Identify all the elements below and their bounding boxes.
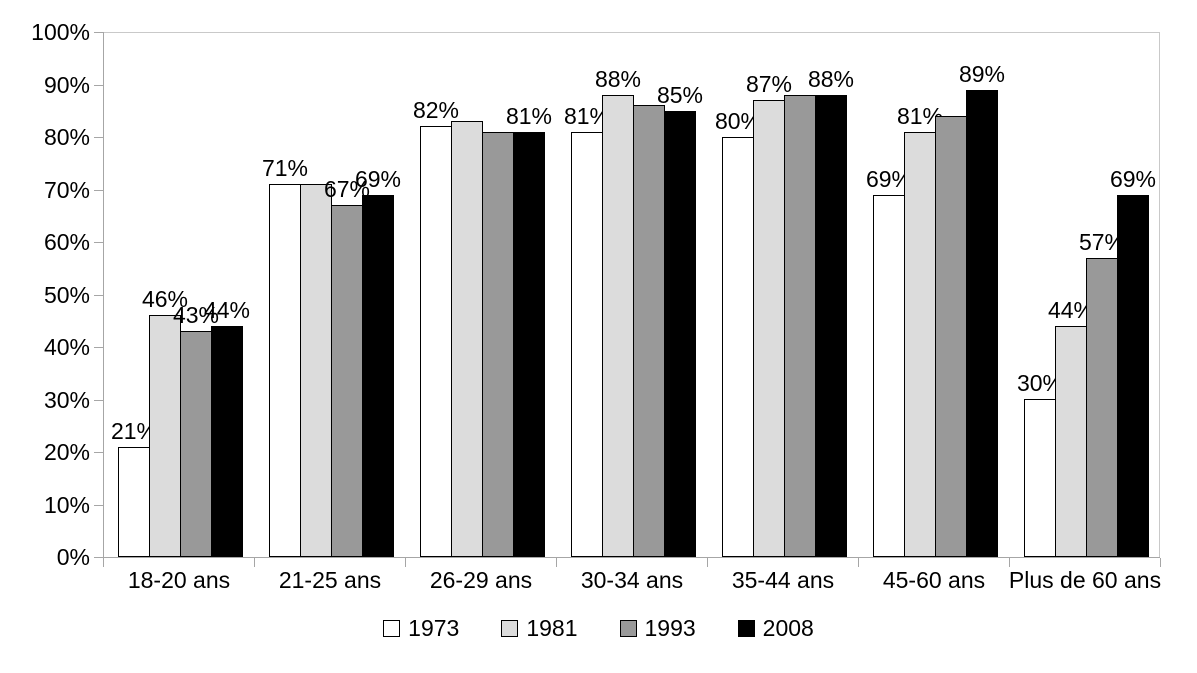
bar-1981-35-44-ans (753, 100, 785, 557)
x-axis-tick (858, 558, 859, 567)
bar-1993-45-60-ans (935, 116, 967, 557)
data-label: 81% (505, 103, 553, 129)
bar-2008-45-60-ans (966, 90, 998, 557)
bar-1973-Plus-de-60-ans (1024, 399, 1056, 557)
y-axis-tick (94, 137, 103, 138)
x-axis-tick (103, 558, 104, 567)
bar-1993-26-29-ans (482, 132, 514, 557)
y-axis-tick (94, 452, 103, 453)
bar-1993-21-25-ans (331, 205, 363, 557)
bar-1993-18-20-ans (180, 331, 212, 557)
category-label: Plus de 60 ans (1008, 567, 1162, 593)
legend-label: 1973 (408, 615, 460, 641)
data-label: 82% (412, 97, 460, 123)
data-label: 71% (261, 155, 309, 181)
bar-1981-45-60-ans (904, 132, 936, 557)
legend-label: 1981 (526, 615, 578, 641)
category-label: 26-29 ans (429, 567, 533, 593)
y-axis-line (103, 32, 104, 557)
legend-label: 1993 (644, 615, 696, 641)
category-label: 35-44 ans (731, 567, 835, 593)
legend-swatch-icon (737, 619, 755, 637)
y-axis-tick (94, 32, 103, 33)
x-axis-tick (556, 558, 557, 567)
y-axis-tick (94, 85, 103, 86)
y-tick-label: 90% (43, 72, 90, 98)
bar-1993-35-44-ans (784, 95, 816, 557)
bar-1973-21-25-ans (269, 184, 301, 557)
legend-swatch-icon (619, 619, 637, 637)
x-axis-tick (707, 558, 708, 567)
y-tick-label: 100% (31, 19, 90, 45)
category-label: 30-34 ans (580, 567, 684, 593)
legend: 1973 1981 1993 2008 (0, 615, 1197, 641)
plot-border-right (1159, 32, 1160, 557)
data-label: 69% (354, 166, 402, 192)
bar-2008-35-44-ans (815, 95, 847, 557)
y-tick-label: 70% (43, 177, 90, 203)
y-tick-label: 0% (56, 544, 90, 570)
bar-1973-35-44-ans (722, 137, 754, 557)
x-axis-tick (405, 558, 406, 567)
data-label: 89% (958, 61, 1006, 87)
bar-2008-30-34-ans (664, 111, 696, 557)
data-label: 88% (594, 66, 642, 92)
bar-1981-21-25-ans (300, 184, 332, 557)
x-axis-tick (254, 558, 255, 567)
y-axis-tick (94, 347, 103, 348)
bar-2008-26-29-ans (513, 132, 545, 557)
bar-1973-30-34-ans (571, 132, 603, 557)
bar-1981-Plus-de-60-ans (1055, 326, 1087, 557)
bar-1973-45-60-ans (873, 195, 905, 557)
bar-1981-30-34-ans (602, 95, 634, 557)
x-axis-line (94, 557, 1160, 558)
y-axis-tick (94, 557, 103, 558)
category-label: 18-20 ans (127, 567, 231, 593)
y-tick-label: 30% (43, 387, 90, 413)
legend-item-1973: 1973 (383, 615, 459, 641)
legend-item-1993: 1993 (619, 615, 696, 641)
y-tick-label: 40% (43, 334, 90, 360)
y-axis-tick (94, 242, 103, 243)
bar-1981-18-20-ans (149, 315, 181, 557)
y-axis-tick (94, 505, 103, 506)
y-tick-label: 20% (43, 439, 90, 465)
data-label: 44% (203, 297, 251, 323)
legend-swatch-icon (383, 619, 401, 637)
bar-1993-Plus-de-60-ans (1086, 258, 1118, 557)
bar-2008-18-20-ans (211, 326, 243, 557)
legend-swatch-icon (501, 619, 519, 637)
category-label: 45-60 ans (882, 567, 986, 593)
data-label: 85% (656, 82, 704, 108)
data-label: 87% (745, 71, 793, 97)
bar-1973-26-29-ans (420, 126, 452, 557)
plot-border-top (103, 32, 1160, 33)
bar-2008-Plus-de-60-ans (1117, 195, 1149, 557)
x-axis-tick (1160, 558, 1161, 567)
y-axis-tick (94, 295, 103, 296)
bar-1973-18-20-ans (118, 447, 150, 557)
data-label: 43% (172, 302, 220, 328)
bar-1981-26-29-ans (451, 121, 483, 557)
y-tick-label: 10% (43, 492, 90, 518)
y-tick-label: 80% (43, 124, 90, 150)
y-axis-tick (94, 400, 103, 401)
data-label: 46% (141, 286, 189, 312)
data-label: 69% (1109, 166, 1157, 192)
data-label: 88% (807, 66, 855, 92)
category-label: 21-25 ans (278, 567, 382, 593)
legend-label: 2008 (762, 615, 814, 641)
legend-item-2008: 2008 (737, 615, 814, 641)
legend-item-1981: 1981 (501, 615, 578, 641)
y-tick-label: 60% (43, 229, 90, 255)
x-axis-tick (1009, 558, 1010, 567)
bar-2008-21-25-ans (362, 195, 394, 557)
y-axis-tick (94, 190, 103, 191)
bar-1993-30-34-ans (633, 105, 665, 557)
y-tick-label: 50% (43, 282, 90, 308)
